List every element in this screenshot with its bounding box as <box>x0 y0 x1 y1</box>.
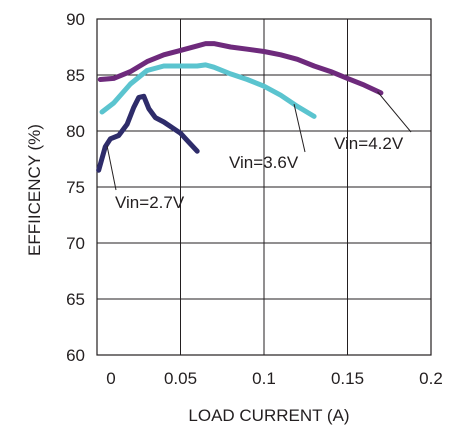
y-tick-label: 60 <box>66 346 85 365</box>
series-line-vin-2-7v <box>96 93 200 173</box>
tick-labels: 60 65 70 75 80 85 90 0 0.05 0.1 0.15 0.2 <box>66 10 443 388</box>
leader-vin-2-7v <box>106 145 117 191</box>
leader-vin-3-6v <box>293 104 306 153</box>
series-line-vin-4-2v <box>97 41 384 96</box>
annotation-leaders <box>106 91 412 191</box>
series-layer <box>96 41 384 173</box>
plot-frame <box>96 18 432 356</box>
y-tick-label: 70 <box>66 234 85 253</box>
x-tick-label: 0.05 <box>164 369 197 388</box>
x-tick-label: 0.15 <box>331 369 364 388</box>
y-tick-label: 90 <box>66 10 85 29</box>
x-axis-title: LOAD CURRENT (A) <box>188 406 349 425</box>
annotation-vin-3-6v: Vin=3.6V <box>229 153 299 172</box>
y-axis-title: EFFIICENCY (%) <box>25 124 44 256</box>
series-line-vin-3-6v <box>99 62 317 119</box>
y-tick-label: 85 <box>66 66 85 85</box>
x-tick-label: 0.2 <box>419 369 443 388</box>
annotation-vin-4-2v: Vin=4.2V <box>334 134 404 153</box>
grid-lines <box>96 18 432 356</box>
y-tick-label: 65 <box>66 290 85 309</box>
y-tick-label: 80 <box>66 122 85 141</box>
annotation-vin-2-7v: Vin=2.7V <box>115 193 185 212</box>
leader-vin-4-2v <box>377 91 412 133</box>
y-tick-label: 75 <box>66 178 85 197</box>
x-tick-label: 0 <box>106 369 115 388</box>
x-tick-label: 0.1 <box>252 369 276 388</box>
